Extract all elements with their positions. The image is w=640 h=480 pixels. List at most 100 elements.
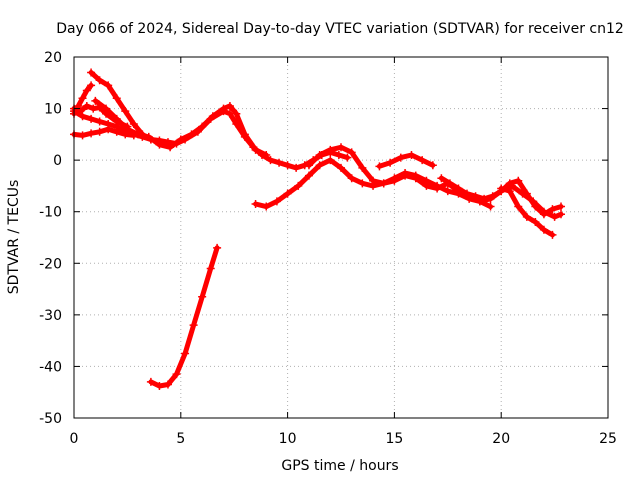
data-point (343, 153, 352, 162)
data-point (172, 370, 181, 379)
x-tick-label: 5 (176, 431, 185, 447)
series-track-11 (497, 184, 557, 239)
data-point (251, 145, 260, 154)
data-point (95, 117, 104, 126)
data-point (454, 184, 463, 193)
data-point (129, 120, 138, 129)
data-point (497, 184, 506, 193)
data-point (433, 184, 442, 193)
data-point (379, 179, 388, 188)
data-point (548, 230, 557, 239)
data-point (386, 158, 395, 167)
data-point (146, 377, 155, 386)
data-point (304, 161, 313, 170)
y-tick-label: 10 (44, 102, 62, 118)
data-point (557, 202, 566, 211)
data-point (213, 243, 222, 252)
plot-frame (73, 56, 609, 419)
data-point (488, 192, 497, 201)
data-point (471, 192, 480, 201)
y-tick-label: -30 (39, 308, 62, 324)
data-point (326, 145, 335, 154)
data-point (428, 161, 437, 170)
data-point (112, 127, 121, 136)
data-point (315, 150, 324, 159)
data-point (208, 112, 217, 121)
data-point (89, 104, 98, 113)
data-point (87, 68, 96, 77)
series-track-12 (146, 243, 222, 391)
data-point (347, 148, 356, 157)
data-point (134, 130, 143, 139)
x-tick-label: 15 (385, 431, 403, 447)
y-tick-label: -40 (39, 359, 62, 375)
data-point (78, 131, 87, 140)
data-point (95, 76, 104, 85)
x-tick-label: 10 (279, 431, 297, 447)
series-line (92, 98, 269, 158)
series-track-6 (91, 96, 271, 159)
data-point (557, 210, 566, 219)
data-point (104, 81, 113, 90)
data-point (219, 104, 228, 113)
data-point (522, 189, 531, 198)
data-point (87, 129, 96, 138)
data-point (437, 174, 446, 183)
data-point (206, 264, 215, 273)
data-point (550, 212, 559, 221)
data-point (104, 125, 113, 134)
data-point (539, 225, 548, 234)
data-point (155, 382, 164, 391)
data-point (266, 156, 275, 165)
data-point (292, 163, 301, 172)
data-point (539, 210, 548, 219)
data-point (121, 130, 130, 139)
x-axis-ticks: 0 5 10 15 20 25 (70, 57, 617, 447)
data-point (251, 199, 260, 208)
y-axis-ticks: -50 -40 -30 -20 -10 0 10 20 (39, 50, 608, 427)
data-point (112, 114, 121, 123)
data-point (144, 132, 153, 141)
data-point (87, 114, 96, 123)
data-point (326, 156, 335, 165)
data-point (514, 202, 523, 211)
data-point (358, 179, 367, 188)
data-point (337, 143, 345, 152)
data-point (91, 96, 100, 105)
data-point (418, 156, 427, 165)
data-point (78, 112, 87, 121)
data-point (505, 179, 514, 188)
data-point (369, 176, 378, 185)
series-line (253, 157, 564, 220)
y-axis-label: SDTVAR / TECUs (6, 180, 22, 295)
data-point (463, 189, 472, 198)
y-tick-label: -10 (39, 205, 62, 221)
x-tick-label: 20 (492, 431, 510, 447)
data-point (262, 202, 271, 211)
data-point (163, 380, 172, 389)
data-point (78, 94, 87, 103)
data-point (411, 174, 420, 183)
data-point (189, 321, 198, 330)
data-point (486, 202, 495, 211)
data-point (283, 161, 292, 170)
data-point (198, 122, 207, 131)
data-point (443, 187, 452, 196)
x-axis-label: GPS time / hours (281, 458, 398, 474)
data-point (187, 130, 196, 139)
data-point (337, 163, 345, 172)
data-point (422, 181, 431, 190)
data-point (240, 130, 249, 139)
y-tick-label: 20 (44, 50, 62, 66)
data-point (396, 153, 405, 162)
data-point (522, 212, 531, 221)
data-point (548, 205, 557, 214)
data-point (181, 349, 190, 358)
data-point (82, 101, 91, 110)
data-point (401, 171, 410, 180)
data-point (232, 109, 241, 118)
data-point (112, 94, 121, 103)
series-track-9 (375, 150, 437, 171)
